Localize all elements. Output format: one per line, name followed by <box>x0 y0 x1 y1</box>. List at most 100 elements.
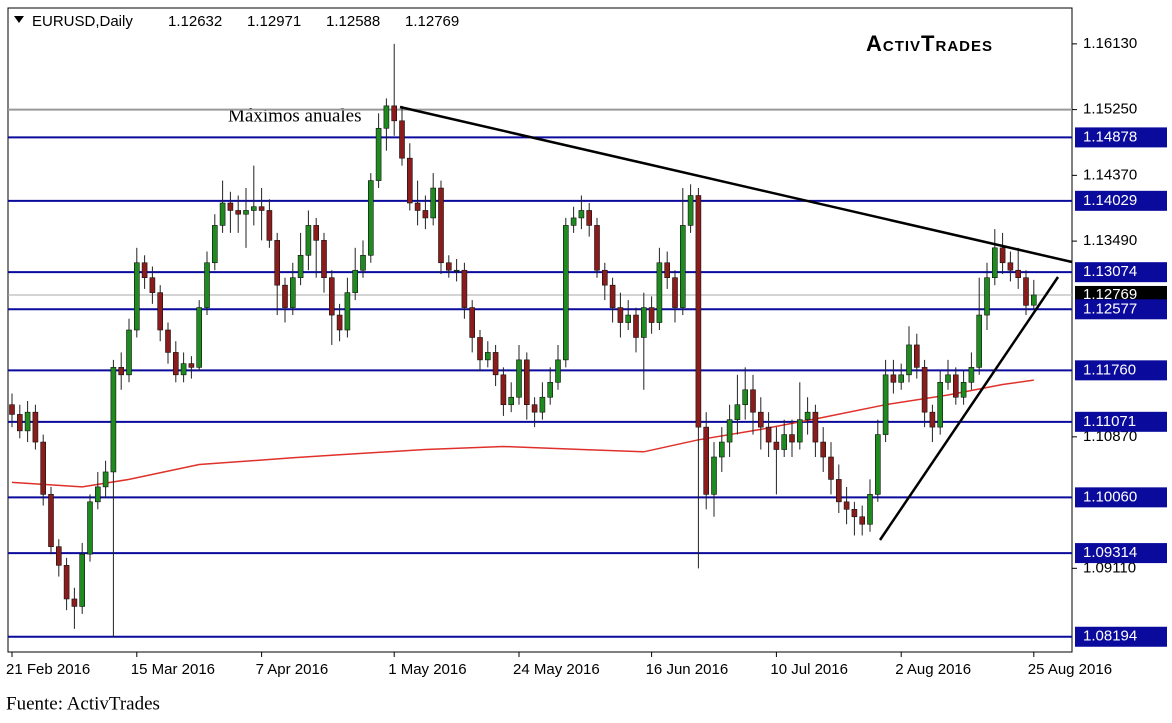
candle-body <box>219 202 226 226</box>
candle-body <box>196 307 202 368</box>
candle-body <box>679 225 686 308</box>
level-label: 1.10060 <box>1083 488 1137 505</box>
level-box <box>1075 360 1167 381</box>
candle-body <box>110 367 117 473</box>
candle-body <box>477 337 483 361</box>
candle-body <box>399 120 405 159</box>
x-tick-label: 7 Apr 2016 <box>256 661 329 678</box>
annotation: Máximos anuales <box>228 105 362 126</box>
candle-body <box>391 105 398 122</box>
candle-body <box>578 210 585 219</box>
candle-body <box>289 277 296 308</box>
candle-body <box>991 247 998 279</box>
candle-body <box>812 411 819 443</box>
candle-body <box>157 292 163 331</box>
level-label: 1.12577 <box>1083 300 1137 317</box>
candle-body <box>960 381 967 398</box>
candle-body <box>890 374 897 383</box>
candle-body <box>843 501 850 510</box>
candle-body <box>352 269 359 293</box>
level-label: 1.11760 <box>1083 361 1136 378</box>
candle-body <box>726 419 733 443</box>
resistance-trendline <box>399 105 1073 264</box>
candle-body <box>828 456 834 480</box>
candle-body <box>79 553 85 607</box>
candle-body <box>882 374 889 435</box>
x-tick-label: 10 Jul 2016 <box>770 661 848 678</box>
quote-low: 1.12588 <box>326 13 380 30</box>
candle-body <box>227 202 234 211</box>
candle-body <box>750 389 756 413</box>
current-price-label: 1.12769 <box>1083 286 1137 303</box>
candle-body <box>32 411 39 443</box>
level-label: 1.11071 <box>1083 413 1136 430</box>
candle-body <box>453 269 460 272</box>
candle-body <box>500 374 507 406</box>
candle-body <box>469 307 476 338</box>
candle-body <box>640 307 647 338</box>
candle-body <box>820 441 827 458</box>
candle-body <box>874 434 881 495</box>
candle-body <box>976 314 983 368</box>
candle-body <box>188 363 195 368</box>
candle-body <box>173 352 179 376</box>
candle-body <box>703 426 710 495</box>
plot-area <box>7 7 1073 653</box>
y-tick-label: 1.10870 <box>1083 428 1137 445</box>
candle-body <box>656 262 663 323</box>
level-box <box>1075 487 1167 508</box>
candle-body <box>422 210 429 219</box>
candle-body <box>664 262 671 279</box>
candle-body <box>430 187 437 219</box>
candle-body <box>274 240 281 286</box>
y-tick-label: 1.15250 <box>1083 101 1137 118</box>
y-tick-label: 1.09110 <box>1083 559 1136 576</box>
candle-body <box>851 509 858 518</box>
candle-body <box>531 404 538 413</box>
candle-body <box>617 307 624 323</box>
candle-body <box>313 225 320 241</box>
candle-body <box>492 352 499 376</box>
candle-body <box>243 210 249 215</box>
candle-body <box>141 262 148 279</box>
candle-body <box>523 359 530 406</box>
candle-body <box>102 471 109 488</box>
candle-body <box>648 307 655 323</box>
candle-body <box>937 381 944 428</box>
quote-close: 1.12769 <box>405 13 459 30</box>
candle-body <box>859 516 866 525</box>
candle-body <box>547 381 554 398</box>
x-tick-label: 25 Aug 2016 <box>1028 661 1112 678</box>
source: Fuente: ActivTrades <box>6 693 160 714</box>
candle-body <box>134 262 140 331</box>
y-tick-label: 1.14370 <box>1083 166 1137 183</box>
level-label: 1.13074 <box>1083 263 1137 280</box>
candle-body <box>282 284 288 308</box>
candle-body <box>328 277 335 316</box>
candle-body <box>945 374 951 383</box>
y-tick-label: 1.16130 <box>1083 35 1137 52</box>
level-label: 1.08194 <box>1083 628 1137 645</box>
candle-body <box>375 127 382 181</box>
candle-body <box>570 217 577 226</box>
x-tick-label: 21 Feb 2016 <box>6 661 90 678</box>
quote-high: 1.12971 <box>247 13 301 30</box>
candle-body <box>48 494 54 547</box>
candle-body <box>562 225 569 361</box>
candle-body <box>445 262 452 271</box>
candle-body <box>305 225 312 256</box>
level-box <box>1075 262 1167 283</box>
level-box <box>1075 543 1167 564</box>
candle-body <box>9 404 15 415</box>
x-tick-label: 24 May 2016 <box>513 661 600 678</box>
candle-body <box>1007 262 1014 271</box>
y-tick-label: 1.13490 <box>1083 232 1137 249</box>
level-box <box>1075 411 1167 432</box>
candle-body <box>87 501 93 555</box>
candle-body <box>516 359 522 398</box>
candle-body <box>999 247 1006 264</box>
level-label: 1.14878 <box>1083 128 1137 145</box>
candle-body <box>555 359 561 383</box>
candle-body <box>898 374 905 383</box>
